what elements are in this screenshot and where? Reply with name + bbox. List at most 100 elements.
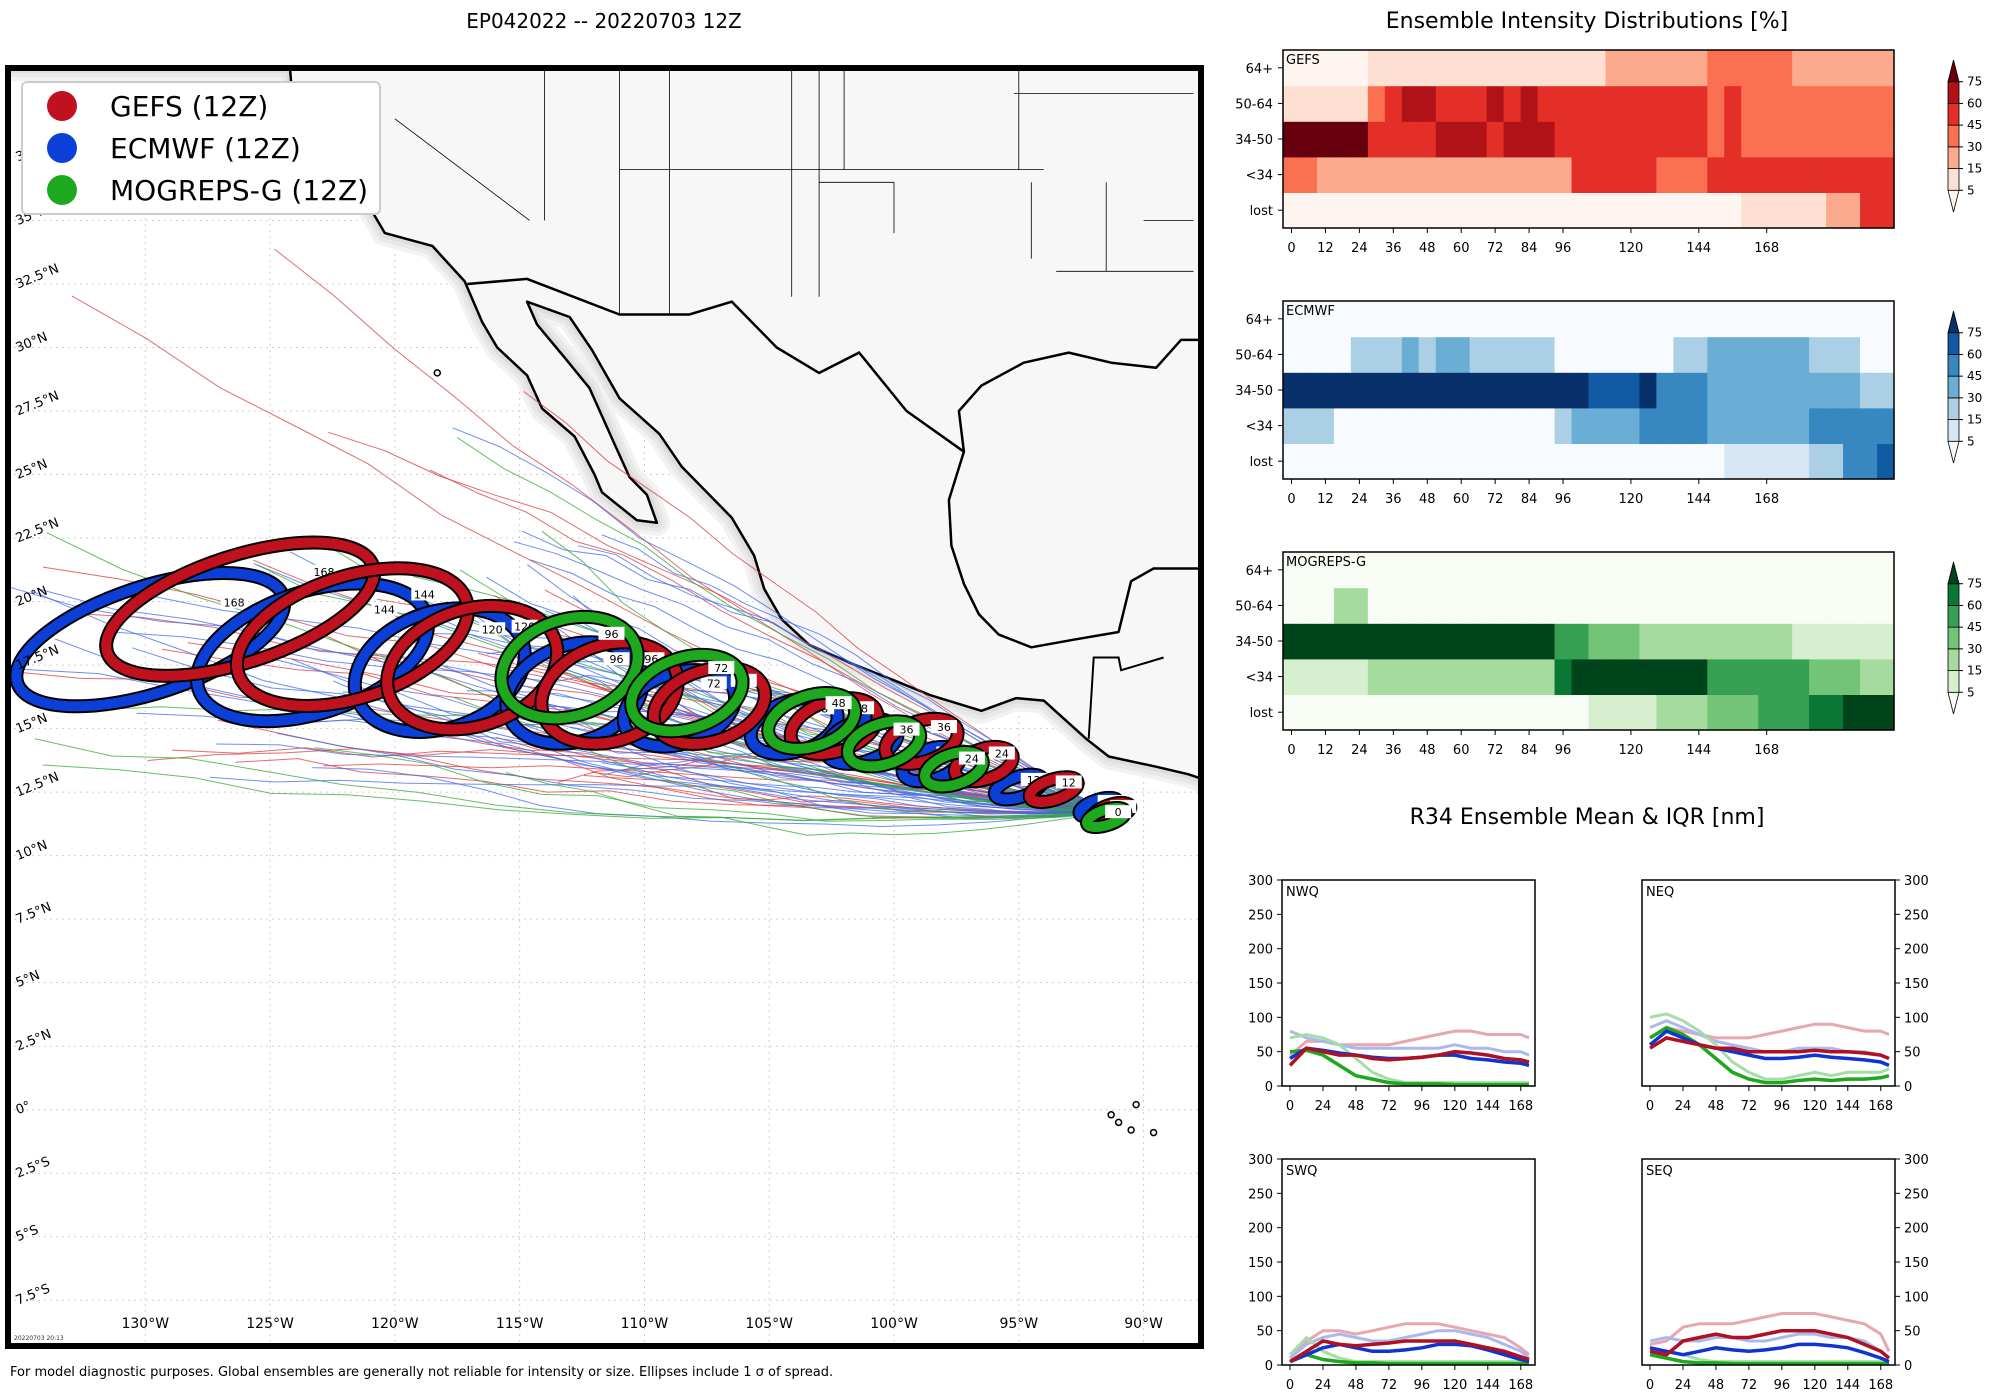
heatmap-cell [1775, 301, 1793, 338]
heatmap-cell [1418, 623, 1437, 660]
forecast-ellipse-mogreps-g-72: 72 [624, 647, 750, 739]
r34-y-tick: 50 [1256, 1325, 1273, 1340]
forecast-ellipse-gefs-120: 120 [380, 598, 565, 737]
ensemble-track [32, 590, 1109, 813]
heatmap-x-tick: 84 [1521, 743, 1538, 758]
heatmap-cell [1537, 336, 1556, 373]
heatmap-cell [1639, 552, 1657, 589]
heatmap-cell [1367, 694, 1386, 731]
heatmap-cell [1826, 658, 1844, 695]
heatmap-cell [1639, 85, 1657, 122]
heatmap-x-tick: 24 [1351, 743, 1368, 758]
heatmap-cell [1877, 50, 1895, 87]
r34-y-tick: 100 [1248, 1290, 1273, 1305]
heatmap-cell [1860, 156, 1878, 193]
heatmap-y-tick: 64+ [1246, 62, 1273, 77]
heatmap-cell [1469, 156, 1488, 193]
guatemala-border [1087, 656, 1164, 739]
heatmap-cell [1809, 658, 1827, 695]
r34-iqr-line-gefs [1649, 1312, 1891, 1352]
heatmap-cell [1656, 121, 1674, 158]
heatmap-cell [1690, 694, 1708, 731]
heatmap-y-tick: 64+ [1246, 564, 1273, 579]
r34-panel-nwq: NWQ 0 50 100 150 200 250 300 0 24 48 72 96 120 144 168 [1248, 874, 1536, 1114]
forecast-ellipse-mogreps-g-24: 24 [918, 745, 990, 794]
heatmap-x-tick: 96 [1555, 492, 1572, 507]
heatmap-cell [1758, 50, 1776, 87]
us-mexico-border [467, 277, 965, 453]
colorbar-mogreps-g: 5 15 30 45 60 75 [1947, 561, 1982, 715]
heatmap-cell [1554, 552, 1573, 589]
heatmap-cell [1452, 301, 1471, 338]
ellipse-hour-label: 24 [965, 753, 979, 766]
heatmap-cell [1707, 443, 1725, 480]
heatmap-cell [1571, 694, 1590, 731]
heatmap-cell [1299, 587, 1318, 624]
heatmap-cell [1333, 50, 1352, 87]
heatmap-cell [1826, 192, 1844, 229]
ensemble-track [42, 764, 1109, 821]
heatmap-cell [1775, 623, 1793, 660]
heatmap-cell [1877, 336, 1895, 373]
heatmap-cell [1384, 587, 1403, 624]
heatmap-cell [1571, 301, 1590, 338]
heatmap-frame [1282, 49, 1895, 229]
heatmap-cell [1401, 50, 1420, 87]
heatmap-cell [1486, 623, 1505, 660]
heatmap-cell [1673, 694, 1691, 731]
r34-y-tick: 300 [1248, 874, 1273, 889]
heatmap-cell [1299, 85, 1318, 122]
heatmap-cell [1758, 443, 1776, 480]
r34-iqr-line-ecmwf [1289, 1029, 1530, 1057]
heatmap-y-tick: 34-50 [1235, 384, 1273, 399]
heatmap-cell [1554, 50, 1573, 87]
heatmap-cell [1350, 85, 1369, 122]
heatmap-x-tick: 60 [1453, 492, 1470, 507]
heatmap-cell [1452, 192, 1471, 229]
heatmap-y-tick: <34 [1246, 169, 1273, 184]
ellipse-hour-label: 48 [832, 697, 846, 710]
r34-iqr-line-mogreps-g [1649, 1012, 1890, 1081]
heatmap-cell [1283, 694, 1301, 731]
heatmap-cell [1707, 694, 1725, 731]
ellipse-hour-label: 168 [224, 596, 245, 609]
heatmap-cell [1486, 121, 1505, 158]
heatmap-cell [1758, 658, 1776, 695]
heatmap-cell [1537, 443, 1556, 480]
heatmap-cell [1605, 443, 1624, 480]
heatmap-cell [1367, 336, 1386, 373]
heatmap-x-tick: 48 [1419, 492, 1436, 507]
heatmap-cell [1656, 192, 1674, 229]
heatmap-cell [1639, 443, 1657, 480]
heatmap-cell [1435, 623, 1454, 660]
heatmap-cell [1316, 85, 1335, 122]
heatmap-cell [1843, 587, 1861, 624]
heatmap-cell [1639, 156, 1657, 193]
heatmap-cell [1690, 372, 1708, 409]
heatmap-cell [1588, 694, 1607, 731]
heatmap-cell [1316, 336, 1335, 373]
heatmap-cell [1877, 156, 1895, 193]
heatmap-cell [1299, 192, 1318, 229]
heatmap-cell [1537, 658, 1556, 695]
heatmap-cell [1809, 336, 1827, 373]
heatmap-cell [1775, 156, 1793, 193]
heatmap-cell [1283, 407, 1301, 444]
r34-y-tick: 250 [1248, 908, 1273, 923]
legend-mogreps-marker [47, 175, 77, 205]
colorbar-tick: 60 [1967, 96, 1982, 110]
heatmap-cell [1571, 552, 1590, 589]
heatmap-cell [1707, 336, 1725, 373]
heatmap-cell [1537, 623, 1556, 660]
heatmap-x-tick: 120 [1619, 241, 1644, 256]
heatmap-cell [1384, 694, 1403, 731]
heatmap-cell [1673, 192, 1691, 229]
ellipse-hour-box [893, 722, 920, 736]
ellipse-hour-label: 96 [609, 653, 623, 666]
heatmap-cell [1843, 336, 1861, 373]
heatmap-cell [1809, 587, 1827, 624]
heatmap-cell [1860, 121, 1878, 158]
lon-tick-label: 130°W [121, 1316, 169, 1332]
heatmap-cell [1435, 85, 1454, 122]
heatmap-cell [1520, 658, 1539, 695]
